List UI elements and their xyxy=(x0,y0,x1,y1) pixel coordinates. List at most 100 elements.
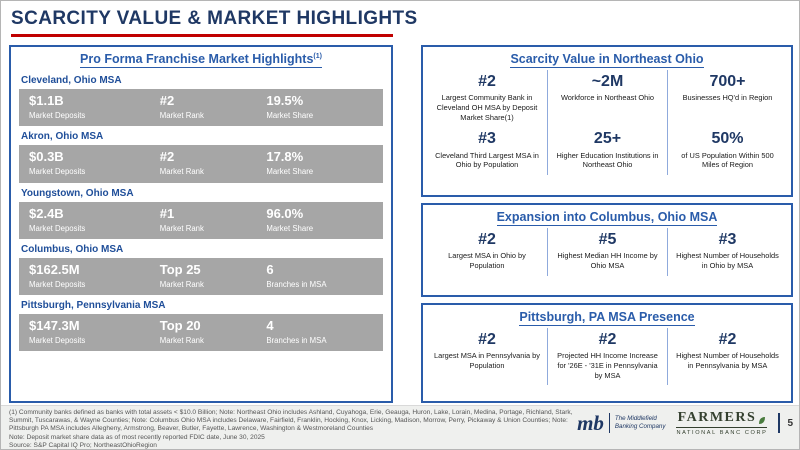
stat-value: #3 xyxy=(718,231,737,248)
highlight-panel: Expansion into Columbus, Ohio MSA #2 Large… xyxy=(421,203,793,297)
page-number: 5 xyxy=(787,417,793,429)
stat-label: Branches in MSA xyxy=(266,336,327,346)
stat-value: #2 xyxy=(478,331,496,348)
panel-stat: #3 Highest Number of Households in Ohio b… xyxy=(667,228,787,276)
msa-name: Cleveland, Ohio MSA xyxy=(21,75,122,86)
stat-value: 25+ xyxy=(593,130,622,148)
stat-label: Largest MSA in Ohio by Population xyxy=(448,251,526,271)
panel-stats: #2 Largest MSA in Pennsylvania by Populat… xyxy=(427,328,787,386)
market-stat: $1.1B Market Deposits xyxy=(29,93,160,120)
market-stat: $0.3B Market Deposits xyxy=(29,149,160,176)
stat-value: #2 xyxy=(598,331,617,348)
panel-title: Scarcity Value in Northeast Ohio xyxy=(510,52,704,68)
stat-value: 96.0% xyxy=(266,205,304,221)
left-panel-franchise-highlights: Pro Forma Franchise Market Highlights(1)… xyxy=(9,45,393,403)
panel-title: Pittsburgh, PA MSA Presence xyxy=(519,310,695,326)
panel-stats: #2 Largest MSA in Ohio by Population #5 Hig… xyxy=(427,228,787,276)
stat-value: $0.3B xyxy=(29,149,64,165)
msa-name: Columbus, Ohio MSA xyxy=(21,243,124,255)
market-stat-bar: $0.3B Market Deposits #2 Market Rank 17.8% Ma… xyxy=(19,145,383,183)
farmers-subtitle: NATIONAL BANC CORP xyxy=(676,427,768,436)
stat-value: ~2M xyxy=(591,73,624,90)
middlefield-mark: mb xyxy=(577,410,604,435)
market-stat: $162.5M Market Deposits xyxy=(29,261,160,289)
footnote-line: Source: S&P Capital IQ Pro; NortheastOhi… xyxy=(9,441,157,449)
stat-label: Higher Education Institutions in Northea… xyxy=(556,150,659,170)
panel-stat: #2 Largest Community Bank in Cleveland OH… xyxy=(427,70,547,127)
stat-value: 50% xyxy=(711,130,744,148)
panel-stat: #2 Largest MSA in Pennsylvania by Populat… xyxy=(427,328,547,385)
panel-stats: #2 Largest Community Bank in Cleveland OH… xyxy=(427,70,787,175)
msa-name: Youngstown, Ohio MSA xyxy=(21,187,134,199)
stat-value: 700+ xyxy=(709,73,746,90)
stat-label: Projected HH Income Increase for '26E - … xyxy=(557,351,658,380)
market-stat: #1 Market Rank xyxy=(159,205,267,233)
stat-label: Market Share xyxy=(266,110,314,120)
stat-label: of US Population Within 500 Miles of Reg… xyxy=(681,150,774,170)
market-stat-bar: $162.5M Market Deposits Top 25 Market Rank 6… xyxy=(19,257,383,296)
stat-value: Top 25 xyxy=(159,261,201,277)
stat-label: Branches in MSA xyxy=(266,279,327,289)
market-stat: Top 25 Market Rank xyxy=(159,261,267,289)
market-stat: Top 20 Market Rank xyxy=(159,318,267,345)
left-panel-title-text: Pro Forma Franchise Market Highlights xyxy=(80,52,314,66)
page-number-block: 5 xyxy=(778,413,793,434)
stat-value: #5 xyxy=(598,231,617,248)
title-underline xyxy=(11,34,393,37)
panel-stat: #3 Cleveland Third Largest MSA in Ohio by… xyxy=(427,127,547,175)
stat-value: $147.3M xyxy=(29,318,80,334)
stat-label: Market Deposits xyxy=(29,223,86,233)
panel-stat: #2 Projected HH Income Increase for '26E … xyxy=(547,328,667,386)
stat-label: Largest Community Bank in Cleveland OH M… xyxy=(436,93,538,122)
stat-value: #3 xyxy=(478,130,496,148)
market-list: Cleveland, Ohio MSA $1.1B Market Deposits #… xyxy=(19,75,383,352)
stat-value: #2 xyxy=(159,149,175,165)
market-stat-bar: $147.3M Market Deposits Top 20 Market Rank 4… xyxy=(19,314,383,352)
panel-stat: #2 Largest MSA in Ohio by Population xyxy=(427,228,547,276)
stat-label: Highest Median HH Income by Ohio MSA xyxy=(557,251,658,271)
stat-value: 19.5% xyxy=(266,93,304,108)
middlefield-caption-line2: Banking Company xyxy=(614,423,666,431)
stat-value: #2 xyxy=(718,331,737,348)
panel-stat: 700+ Businesses HQ'd in Region xyxy=(667,70,787,128)
stat-label: Workforce in Northeast Ohio xyxy=(560,93,655,103)
footnote-line: Note: Deposit market share data as of mo… xyxy=(9,433,265,441)
market-section: Pittsburgh, Pennsylvania MSA $147.3M Marke… xyxy=(19,300,383,352)
leaf-icon xyxy=(759,417,766,424)
stat-label: Largest MSA in Pennsylvania by Populatio… xyxy=(434,351,540,371)
stat-value: #1 xyxy=(159,205,175,221)
middlefield-caption-line1: The Middlefield xyxy=(614,414,657,422)
stat-value: 17.8% xyxy=(266,149,304,165)
market-stat: #2 Market Rank xyxy=(159,93,267,120)
stat-label: Market Deposits xyxy=(29,279,86,289)
middlefield-caption: The Middlefield Banking Company xyxy=(615,415,666,432)
market-stat: $2.4B Market Deposits xyxy=(29,206,160,233)
market-section: Akron, Ohio MSA $0.3B Market Deposits #2 Mar… xyxy=(19,131,383,183)
footnotes: (1) Community banks defined as banks wit… xyxy=(9,409,793,449)
stat-label: Market Rank xyxy=(159,223,204,233)
stat-label: Market Rank xyxy=(159,110,204,120)
stat-value: $1.1B xyxy=(29,93,64,108)
stat-label: Highest Number of Households in Ohio by … xyxy=(676,251,779,271)
market-stat: 96.0% Market Share xyxy=(266,205,373,233)
stat-value: 4 xyxy=(266,318,274,334)
market-section: Youngstown, Ohio MSA $2.4B Market Deposits… xyxy=(19,188,383,239)
market-section: Cleveland, Ohio MSA $1.1B Market Deposits #… xyxy=(19,75,383,127)
footer: (1) Community banks defined as banks wit… xyxy=(1,405,799,449)
market-stat: 4 Branches in MSA xyxy=(266,318,373,346)
stat-label: Cleveland Third Largest MSA in Ohio by P… xyxy=(435,150,539,170)
panel-stat: #2 Highest Number of Households in Pennsy… xyxy=(667,328,787,386)
stat-value: Top 20 xyxy=(159,318,201,334)
stat-label: Market Share xyxy=(266,167,314,177)
market-section: Columbus, Ohio MSA $162.5M Market Deposits… xyxy=(19,243,383,296)
stat-value: #2 xyxy=(159,93,175,108)
stat-value: $162.5M xyxy=(29,261,80,277)
stat-value: #2 xyxy=(478,73,496,90)
footnote-ref: (1) xyxy=(313,52,322,60)
market-stat-bar: $1.1B Market Deposits #2 Market Rank 19.5% Ma… xyxy=(19,89,383,127)
stat-label: Market Deposits xyxy=(29,110,86,120)
market-stat: $147.3M Market Deposits xyxy=(29,318,160,345)
slide-title: SCARCITY VALUE & MARKET HIGHLIGHTS xyxy=(11,8,418,29)
market-stat: 6 Branches in MSA xyxy=(266,262,373,289)
